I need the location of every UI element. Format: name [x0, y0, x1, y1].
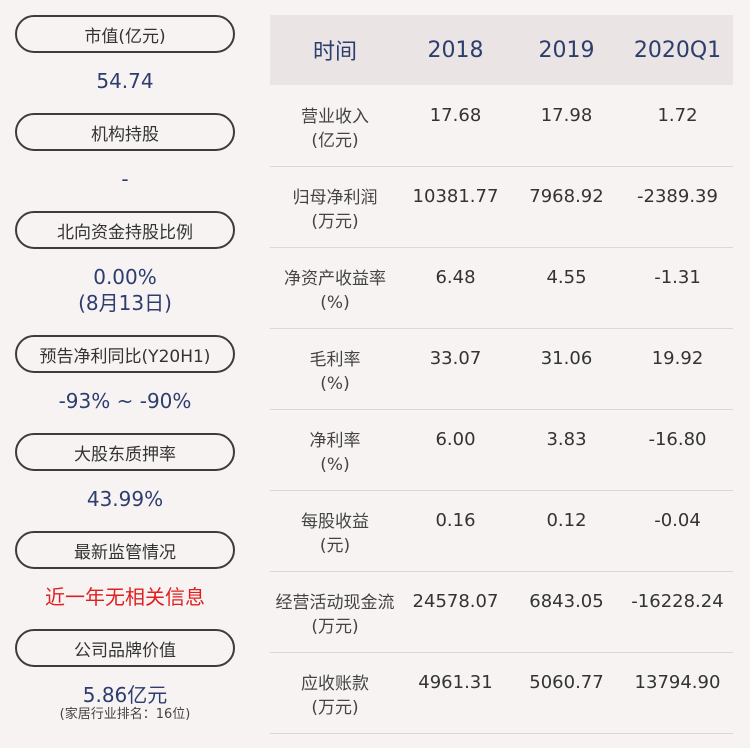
cell-2019: 3.83 — [546, 429, 587, 450]
pledge-ratio-label: 大股东质押率 — [15, 433, 235, 471]
table-row: 营业收入 (亿元) 17.68 17.98 1.72 — [270, 85, 733, 167]
cell-2020q1: -16.80 — [648, 429, 707, 450]
pledge-ratio-value: 43.99% — [86, 487, 164, 511]
table-row: 净利率 (%) 6.00 3.83 -16.80 — [270, 409, 733, 491]
row-label: 归母净利润 (万元) — [292, 188, 378, 232]
row-label: 营业收入 (亿元) — [301, 107, 369, 151]
cell-2020q1: -1.31 — [654, 267, 701, 288]
market-cap-value: 54.74 — [96, 69, 154, 93]
brand-value-value: 5.86亿元 — [82, 683, 168, 707]
row-label: 经营活动现金流 (万元) — [275, 593, 395, 637]
profit-forecast-value: -93% ~ -90% — [58, 389, 192, 413]
profit-forecast-label: 预告净利同比(Y20H1) — [15, 335, 235, 373]
market-cap-label: 市值(亿元) — [15, 15, 235, 53]
header-time: 时间 — [312, 40, 357, 65]
cell-2018: 4961.31 — [418, 672, 493, 693]
cell-2019: 6843.05 — [529, 591, 604, 612]
table-row: 归母净利润 (万元) 10381.77 7968.92 -2389.39 — [270, 166, 733, 248]
row-label: 应收账款 (万元) — [301, 674, 369, 718]
row-label: 净资产收益率 (%) — [284, 269, 386, 313]
header-2020q1: 2020Q1 — [633, 37, 722, 63]
cell-2018: 6.48 — [435, 267, 476, 288]
institutional-holding-label: 机构持股 — [15, 113, 235, 151]
row-label: 每股收益 (元) — [301, 512, 369, 556]
cell-2019: 4.55 — [546, 267, 587, 288]
cell-2018: 24578.07 — [412, 591, 499, 612]
cell-2019: 31.06 — [540, 348, 593, 369]
cell-2020q1: 19.92 — [651, 348, 704, 369]
cell-2019: 0.12 — [546, 510, 587, 531]
cell-2020q1: -2389.39 — [637, 186, 718, 207]
cell-2018: 0.16 — [435, 510, 476, 531]
northbound-holding-value: 0.00% — [93, 265, 157, 289]
cell-2018: 17.68 — [429, 105, 482, 126]
table-row: 毛利率 (%) 33.07 31.06 19.92 — [270, 328, 733, 410]
table-row: 每股收益 (元) 0.16 0.12 -0.04 — [270, 490, 733, 572]
brand-value-rank-note: (家居行业排名：16位) — [59, 707, 191, 722]
header-2019: 2019 — [538, 37, 595, 63]
cell-2019: 17.98 — [540, 105, 593, 126]
row-label: 净利率 (%) — [309, 431, 361, 475]
cell-2019: 7968.92 — [529, 186, 604, 207]
regulatory-status-value: 近一年无相关信息 — [45, 585, 205, 609]
cell-2020q1: -0.04 — [654, 510, 701, 531]
cell-2020q1: -16228.24 — [631, 591, 724, 612]
cell-2018: 10381.77 — [412, 186, 499, 207]
header-2018: 2018 — [427, 37, 484, 63]
northbound-holding-date: (8月13日) — [78, 291, 172, 315]
cell-2019: 5060.77 — [529, 672, 604, 693]
cell-2020q1: 13794.90 — [634, 672, 721, 693]
cell-2020q1: 1.72 — [657, 105, 698, 126]
institutional-holding-value: - — [121, 167, 129, 191]
table-header: 时间 2018 2019 2020Q1 — [270, 15, 733, 85]
northbound-holding-label: 北向资金持股比例 — [15, 211, 235, 249]
table-row: 应收账款 (万元) 4961.31 5060.77 13794.90 — [270, 652, 733, 734]
cell-2018: 6.00 — [435, 429, 476, 450]
table-row: 经营活动现金流 (万元) 24578.07 6843.05 -16228.24 — [270, 571, 733, 653]
regulatory-status-label: 最新监管情况 — [15, 531, 235, 569]
cell-2018: 33.07 — [429, 348, 482, 369]
row-label: 毛利率 (%) — [309, 350, 361, 394]
table-row: 净资产收益率 (%) 6.48 4.55 -1.31 — [270, 247, 733, 329]
brand-value-label: 公司品牌价值 — [15, 629, 235, 667]
